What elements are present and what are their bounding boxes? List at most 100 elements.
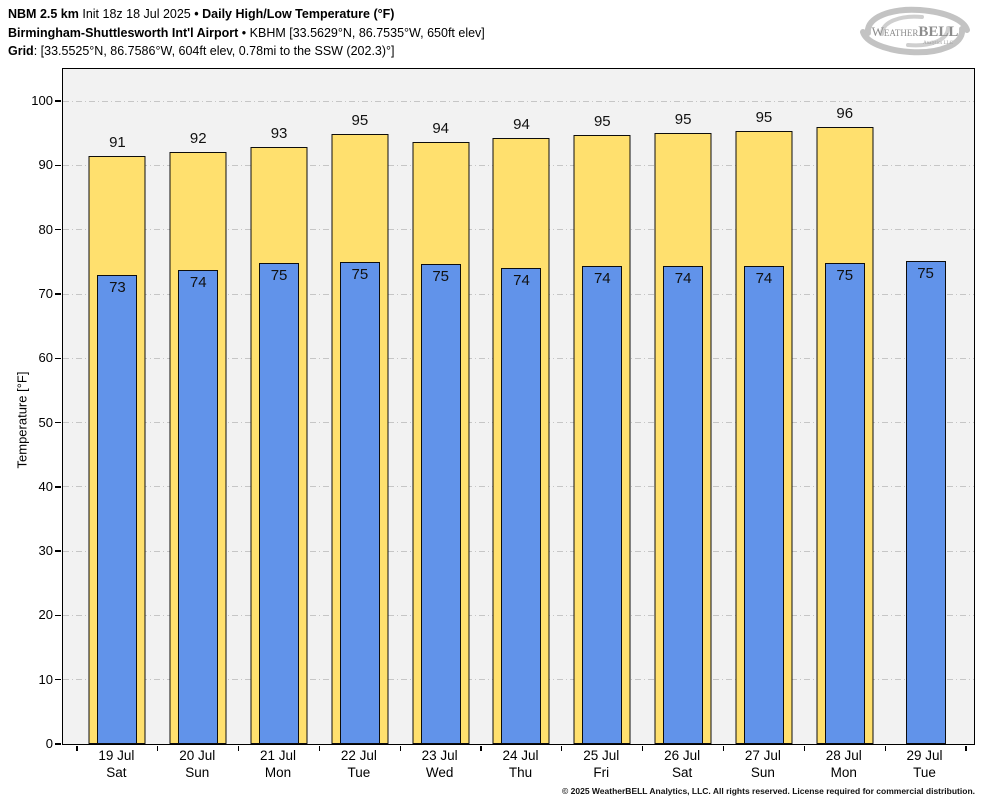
high-value-label: 94 — [513, 116, 530, 134]
x-label: 22 Jul Tue — [318, 748, 399, 781]
low-value-label: 73 — [109, 278, 126, 296]
y-tick-label: 10 — [38, 671, 53, 687]
station-info: KBHM [33.5629°N, 86.7535°W, 650ft elev] — [249, 25, 485, 40]
y-tick — [55, 614, 61, 617]
low-bar: 74 — [501, 267, 542, 744]
x-label-day: Tue — [347, 764, 371, 780]
bar-group: 95 74 — [643, 69, 724, 744]
low-value-label: 75 — [270, 267, 288, 285]
init-time: Init 18z 18 Jul 2025 — [82, 7, 191, 21]
low-value-label: 74 — [593, 269, 611, 287]
header-line-3: Grid: [33.5525°N, 86.7586°W, 604ft elev,… — [8, 42, 485, 61]
bar-group: 75 — [885, 69, 966, 744]
x-tick — [157, 745, 159, 751]
x-label-day: Sat — [106, 764, 127, 780]
x-label-day: Wed — [425, 764, 454, 780]
x-label-date: 20 Jul — [179, 748, 216, 763]
x-axis-labels: 19 Jul Sat 20 Jul Sun 21 Jul Mon 22 Jul Tue 23 J… — [62, 748, 973, 781]
y-tick-label: 90 — [38, 157, 53, 173]
low-bar: 74 — [178, 269, 219, 744]
x-label-date: 29 Jul — [906, 748, 943, 763]
y-tick-label: 0 — [45, 736, 53, 751]
bar-group: 92 74 — [158, 69, 239, 744]
y-tick — [55, 164, 61, 167]
y-tick-label: 20 — [38, 607, 53, 623]
x-tick — [884, 745, 886, 751]
x-label: 21 Jul Mon — [238, 748, 319, 781]
bar-group: 95 74 — [562, 69, 643, 744]
high-value-label: 92 — [189, 129, 207, 147]
x-label: 27 Jul Sun — [723, 748, 804, 781]
station-name: Birmingham-Shuttlesworth Int'l Airport — [8, 25, 239, 40]
y-tick — [55, 229, 61, 231]
low-bar: 74 — [743, 265, 784, 744]
weatherbell-logo-icon: WeatherBELL Analytics LLC — [860, 6, 970, 56]
x-label-day: Sun — [750, 764, 775, 780]
x-label-day: Mon — [264, 764, 292, 780]
x-tick — [803, 745, 805, 751]
x-tick — [480, 745, 482, 751]
y-tick — [55, 743, 61, 745]
grid-label: Grid — [8, 44, 34, 58]
logo-text: WeatherBELL — [872, 24, 959, 40]
high-value-label: 94 — [432, 119, 449, 137]
x-label-day: Mon — [830, 764, 857, 780]
x-tick — [722, 745, 725, 751]
y-tick-label: 50 — [38, 414, 53, 430]
high-value-label: 95 — [351, 111, 369, 129]
y-tick-label: 80 — [38, 221, 53, 237]
x-label-day: Tue — [913, 764, 936, 780]
x-label-day: Fri — [593, 764, 610, 780]
x-label: 24 Jul Thu — [480, 748, 561, 781]
x-label-date: 28 Jul — [825, 748, 862, 763]
x-label: 25 Jul Fri — [561, 748, 642, 781]
x-label: 23 Jul Wed — [399, 748, 480, 781]
high-value-label: 95 — [674, 111, 692, 129]
x-tick — [965, 745, 967, 751]
chart-header: NBM 2.5 km Init 18z 18 Jul 2025 • Daily … — [8, 5, 485, 61]
low-bar: 75 — [905, 260, 946, 744]
x-label-date: 23 Jul — [421, 748, 458, 763]
weatherbell-logo: WeatherBELL Analytics LLC — [852, 3, 978, 59]
y-tick-label: 40 — [38, 478, 53, 494]
x-label-date: 27 Jul — [744, 748, 781, 763]
low-bar: 73 — [97, 274, 138, 744]
low-value-label: 75 — [917, 264, 934, 282]
y-tick-label: 70 — [38, 286, 53, 301]
x-tick — [399, 745, 401, 751]
header-line-2: Birmingham-Shuttlesworth Int'l Airport •… — [8, 24, 485, 43]
x-tick — [76, 745, 78, 751]
low-value-label: 75 — [836, 267, 854, 285]
y-tick — [55, 486, 61, 488]
high-value-label: 95 — [755, 108, 773, 126]
x-tick — [561, 745, 563, 751]
x-tick — [238, 745, 240, 751]
x-label-date: 26 Jul — [664, 748, 701, 763]
bar-group: 94 74 — [481, 69, 562, 744]
x-label: 20 Jul Sun — [157, 748, 238, 781]
model-name: NBM 2.5 km — [8, 7, 79, 21]
y-tick — [55, 100, 61, 102]
x-label-date: 25 Jul — [583, 748, 620, 763]
low-bar: 74 — [582, 265, 623, 744]
low-value-label: 75 — [432, 267, 449, 285]
x-label-day: Sat — [671, 764, 693, 780]
low-bar: 75 — [259, 263, 300, 744]
bar-group: 94 75 — [400, 69, 481, 744]
bars-container: 91 73 92 74 93 75 95 75 94 75 94 74 95 74 95 74 95 74 96 75… — [63, 69, 974, 744]
header-line-1: NBM 2.5 km Init 18z 18 Jul 2025 • Daily … — [8, 5, 485, 24]
x-label-date: 21 Jul — [260, 748, 297, 763]
bullet-separator: • — [194, 7, 199, 21]
plot-area: 0 10 20 30 40 50 60 70 80 90 100 91 73 92 74 93 75 95 75 94… — [31, 68, 975, 751]
low-value-label: 74 — [755, 269, 773, 287]
y-tick — [55, 357, 61, 359]
swirl-icon — [860, 6, 970, 56]
low-value-label: 75 — [351, 265, 369, 283]
x-label-date: 19 Jul — [98, 748, 135, 763]
low-bar: 75 — [339, 261, 380, 744]
x-label: 19 Jul Sat — [76, 748, 157, 781]
bar-group: 96 75 — [804, 69, 885, 744]
x-label-date: 22 Jul — [340, 748, 377, 763]
x-label-day: Sun — [185, 764, 210, 780]
y-tick — [55, 679, 61, 681]
